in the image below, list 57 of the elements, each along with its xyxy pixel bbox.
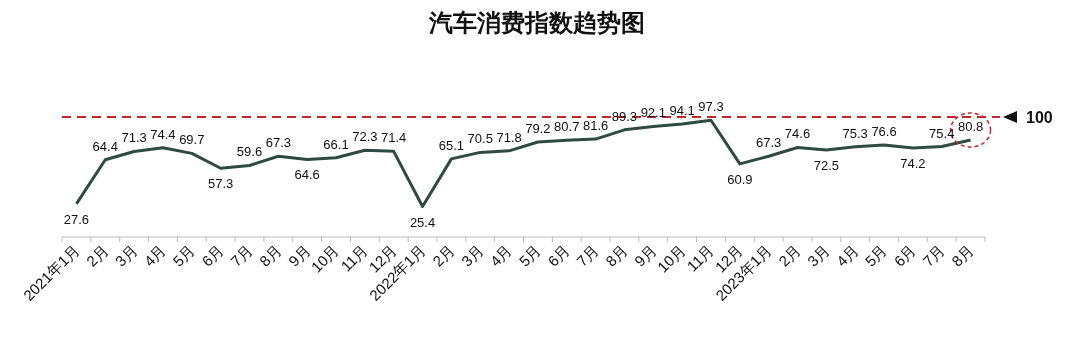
- data-label: 79.2: [525, 120, 551, 136]
- x-tick-label: 3月: [803, 241, 833, 270]
- x-tick-label: 4月: [486, 241, 516, 270]
- x-tick-label: 7月: [919, 241, 948, 270]
- data-label: 69.7: [179, 132, 205, 148]
- data-label: 59.6: [236, 144, 263, 160]
- data-label: 27.6: [63, 211, 90, 227]
- x-tick-label: 4月: [140, 241, 170, 270]
- data-label: 97.3: [698, 99, 724, 115]
- x-tick-label: 2月: [775, 241, 804, 270]
- data-label: 71.3: [121, 130, 147, 146]
- x-tick-label: 6月: [544, 241, 573, 270]
- data-label: 25.4: [409, 214, 436, 230]
- x-tick-label: 9月: [630, 241, 660, 270]
- data-label: 80.7: [554, 119, 580, 135]
- x-tick-label: 11月: [337, 241, 371, 275]
- x-tick-label: 8月: [602, 241, 631, 270]
- data-label: 92.1: [640, 105, 666, 121]
- data-label: 74.6: [784, 126, 811, 142]
- data-label: 75.3: [842, 125, 868, 141]
- x-tick-label: 5月: [169, 241, 198, 270]
- data-label: 65.1: [438, 137, 465, 153]
- data-label: 80.8: [957, 119, 984, 135]
- chart-title: 汽车消费指数趋势图: [427, 9, 645, 36]
- data-label: 71.4: [381, 130, 407, 146]
- data-label: 75.4: [929, 125, 955, 141]
- data-label: 71.8: [496, 129, 522, 145]
- data-label: 66.1: [323, 136, 349, 152]
- data-label: 67.3: [756, 135, 782, 151]
- data-label: 94.1: [669, 103, 695, 119]
- data-label: 64.6: [294, 167, 320, 183]
- data-label: 74.4: [150, 126, 176, 142]
- data-label: 70.5: [467, 131, 493, 147]
- data-label: 60.9: [727, 171, 753, 187]
- data-label: 72.5: [813, 158, 840, 173]
- x-tick-label: 7月: [227, 241, 256, 270]
- x-tick-label: 8月: [948, 241, 977, 270]
- ref-line-label: 100: [1026, 109, 1053, 126]
- data-label: 89.3: [611, 108, 638, 124]
- x-tick-label: 3月: [111, 241, 141, 270]
- x-tick-label: 7月: [573, 241, 602, 270]
- x-tick-label: 2月: [82, 241, 112, 270]
- data-label: 81.6: [582, 118, 609, 134]
- x-tick-label: 4月: [832, 241, 862, 270]
- x-tick-label: 6月: [890, 241, 920, 270]
- x-tick-label: 8月: [255, 241, 285, 270]
- x-tick-label: 3月: [457, 241, 487, 270]
- x-tick-label: 5月: [515, 241, 545, 270]
- data-label: 57.3: [207, 176, 234, 192]
- data-label: 72.3: [352, 129, 378, 145]
- x-tick-label: 6月: [198, 241, 227, 270]
- data-label: 76.6: [871, 124, 897, 140]
- data-label: 74.2: [900, 155, 926, 171]
- x-tick-label: 5月: [861, 241, 891, 270]
- data-label: 67.3: [265, 135, 291, 151]
- data-label: 64.4: [92, 138, 118, 154]
- x-tick-label: 2月: [428, 241, 458, 270]
